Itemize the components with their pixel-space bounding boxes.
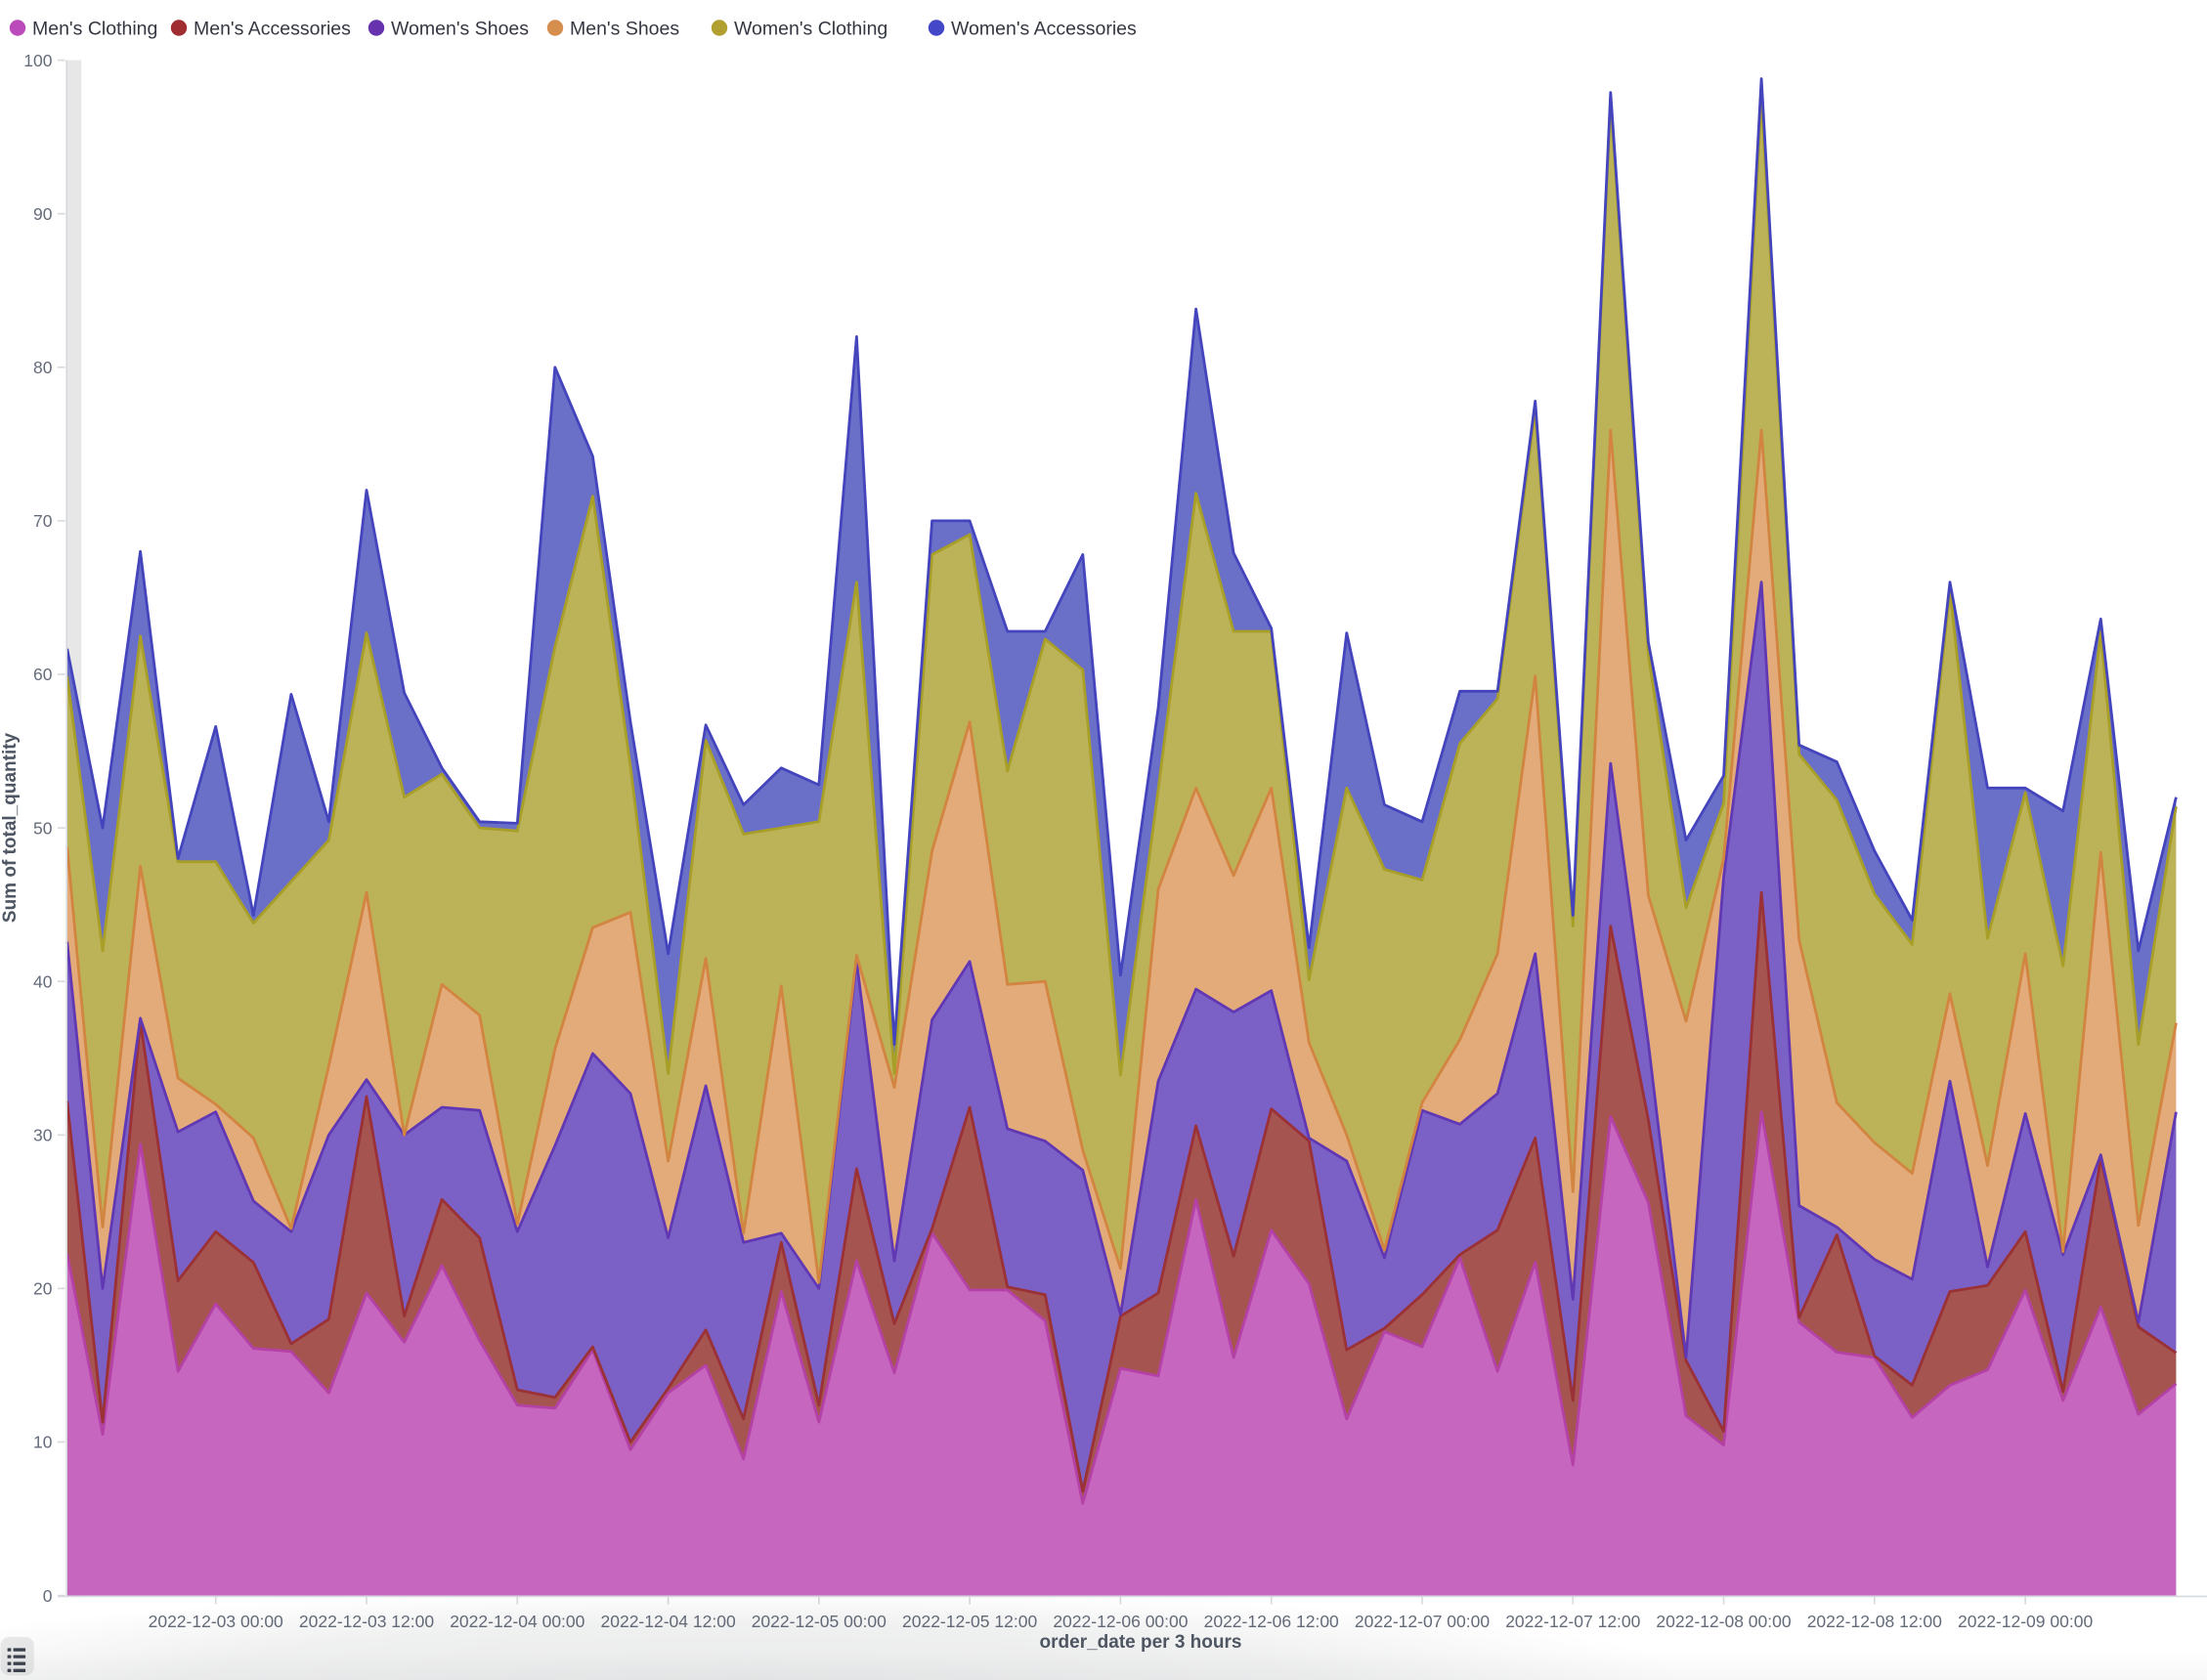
svg-text:2022-12-08 12:00: 2022-12-08 12:00 [1807, 1612, 1942, 1631]
svg-text:90: 90 [33, 204, 53, 224]
svg-text:2022-12-06 12:00: 2022-12-06 12:00 [1204, 1612, 1339, 1631]
svg-text:Men's Clothing: Men's Clothing [32, 19, 157, 40]
svg-text:2022-12-06 00:00: 2022-12-06 00:00 [1053, 1612, 1188, 1631]
svg-text:Men's Accessories: Men's Accessories [194, 19, 351, 40]
svg-text:10: 10 [33, 1433, 53, 1452]
svg-text:40: 40 [33, 971, 53, 991]
svg-text:Women's Clothing: Women's Clothing [734, 19, 887, 40]
svg-text:80: 80 [33, 358, 53, 377]
svg-text:Women's Shoes: Women's Shoes [391, 19, 529, 40]
svg-text:100: 100 [23, 51, 52, 70]
svg-text:2022-12-04 12:00: 2022-12-04 12:00 [601, 1612, 736, 1631]
svg-text:2022-12-03 12:00: 2022-12-03 12:00 [299, 1612, 434, 1631]
svg-text:70: 70 [33, 511, 53, 531]
svg-text:Sum of total_quantity: Sum of total_quantity [0, 732, 21, 923]
svg-text:50: 50 [33, 818, 53, 838]
svg-text:2022-12-03 00:00: 2022-12-03 00:00 [149, 1612, 283, 1631]
svg-text:0: 0 [43, 1586, 53, 1606]
svg-text:Men's Shoes: Men's Shoes [570, 19, 679, 40]
svg-text:2022-12-07 12:00: 2022-12-07 12:00 [1505, 1612, 1640, 1631]
svg-text:2022-12-05 12:00: 2022-12-05 12:00 [902, 1612, 1037, 1631]
svg-text:2022-12-08 00:00: 2022-12-08 00:00 [1656, 1612, 1791, 1631]
svg-text:2022-12-07 00:00: 2022-12-07 00:00 [1355, 1612, 1490, 1631]
svg-text:2022-12-05 00:00: 2022-12-05 00:00 [752, 1612, 887, 1631]
svg-text:60: 60 [33, 665, 53, 684]
svg-text:order_date per 3 hours: order_date per 3 hours [1040, 1632, 1242, 1653]
svg-text:2022-12-09 00:00: 2022-12-09 00:00 [1958, 1612, 2093, 1631]
svg-text:30: 30 [33, 1126, 53, 1145]
svg-text:2022-12-04 00:00: 2022-12-04 00:00 [450, 1612, 584, 1631]
svg-text:Women's Accessories: Women's Accessories [951, 19, 1137, 40]
svg-text:20: 20 [33, 1279, 53, 1299]
